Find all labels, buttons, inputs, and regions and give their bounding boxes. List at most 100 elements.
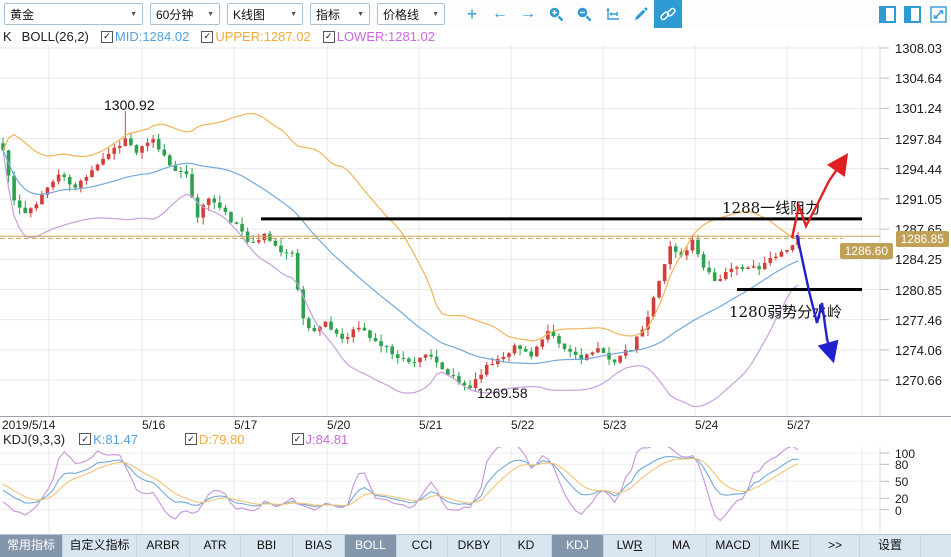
candle-body — [740, 267, 745, 270]
kdj-chart-area[interactable]: 100 80 50 20 0 — [0, 447, 951, 534]
checkbox-kdj-1[interactable]: ✓ — [184, 433, 197, 445]
candle-body — [451, 374, 456, 377]
candle-body — [518, 345, 522, 349]
dropdown-period[interactable]: 60分钟 ▼ — [150, 3, 220, 25]
tab-BBI[interactable]: BBI — [241, 535, 293, 557]
candle-body — [479, 374, 483, 380]
boll-header-row: K BOLL(26,2) ✓ MID:1284.02 ✓ UPPER:1287.02 ✓… — [0, 28, 951, 45]
date-axis-label: 5/27 — [787, 418, 811, 432]
checkbox-boll-2[interactable]: ✓ — [322, 30, 335, 43]
candle-body — [418, 357, 422, 363]
candle-body — [746, 267, 750, 270]
tab-BOLL[interactable]: BOLL — [345, 535, 397, 557]
dropdown-indicator[interactable]: 指标 ▼ — [310, 3, 370, 25]
candle-body — [646, 316, 650, 330]
dropdown-chart-type[interactable]: K线图 ▼ — [227, 3, 303, 25]
candle-body — [129, 138, 133, 146]
toolbar-icon-group: + ← → — [458, 0, 682, 28]
price-axis-label: 1291.05 — [895, 191, 942, 207]
link-icon[interactable] — [654, 0, 682, 28]
boll-lower-line — [2, 150, 799, 408]
candle-body — [323, 321, 328, 327]
tab-KDJ[interactable]: KDJ — [552, 535, 604, 557]
kdj-value-label: K:81.47 — [93, 431, 138, 447]
kdj-value-label: D:79.80 — [198, 431, 245, 447]
tab-ARBR[interactable]: ARBR — [137, 535, 190, 557]
candle-body — [290, 252, 294, 254]
candle-body — [190, 174, 194, 198]
candle-body — [117, 145, 122, 148]
candle-body — [173, 165, 178, 171]
layout-panel-1-icon[interactable] — [879, 5, 896, 23]
candle-body — [23, 207, 28, 214]
kdj-axis-label: 100 — [895, 447, 916, 461]
zoom-in-icon[interactable] — [542, 0, 570, 28]
zoom-out-icon[interactable] — [570, 0, 598, 28]
arrow-right-icon[interactable]: → — [520, 5, 536, 22]
pencil-icon[interactable] — [626, 0, 654, 28]
candle-body — [273, 240, 278, 246]
resistance-label: 1288一线阻力 — [722, 199, 820, 217]
tab-MA[interactable]: MA — [656, 535, 707, 557]
tab-DKBY[interactable]: DKBY — [448, 535, 501, 557]
boll-value-label: UPPER:1287.02 — [215, 29, 311, 44]
candle-body — [334, 329, 339, 334]
boll-mid-line — [2, 150, 799, 365]
candle-body — [379, 341, 383, 347]
crosshair-icon[interactable]: + — [466, 3, 478, 24]
fullscreen-icon[interactable] — [929, 5, 947, 23]
candle-body — [101, 158, 105, 165]
tab-LWR[interactable]: LWR — [604, 535, 656, 557]
kdj-chart-canvas — [0, 447, 889, 534]
candle-body — [590, 352, 595, 355]
checkbox-kdj-0[interactable]: ✓ — [79, 433, 92, 445]
candle-body — [762, 262, 767, 270]
candle-body — [251, 241, 255, 243]
dropdown-selected-value: 价格线 — [383, 7, 420, 22]
candle-body — [351, 329, 356, 338]
chevron-down-icon: ▼ — [207, 10, 214, 18]
tab-常用指标[interactable]: 常用指标 — [0, 535, 63, 557]
tab-自定义指标[interactable]: 自定义指标 — [63, 535, 137, 557]
boll-value-label: MID:1284.02 — [114, 29, 190, 44]
tab-MACD[interactable]: MACD — [707, 535, 760, 557]
tab-MIKE[interactable]: MIKE — [760, 535, 811, 557]
dropdown-price-line[interactable]: 价格线 ▼ — [377, 3, 445, 25]
candle-body — [95, 164, 100, 171]
axis-scale-icon[interactable] — [598, 0, 626, 28]
candle-body — [201, 204, 205, 218]
main-chart-area[interactable]: 1300.92 1269.58 1288一线阻力 1280弱势分水岭 1308.03 1… — [0, 41, 951, 416]
candle-body — [429, 354, 433, 357]
candle-body — [673, 246, 678, 252]
kdj-gridlines — [0, 447, 889, 534]
layout-panel-2-icon[interactable] — [904, 5, 921, 23]
candle-body — [218, 202, 222, 208]
checkbox-kdj-2[interactable]: ✓ — [291, 433, 304, 445]
candle-body — [362, 327, 367, 331]
price-line-tag: 1286.60 — [839, 243, 893, 259]
candle-body — [484, 364, 489, 375]
arrow-left-icon[interactable]: ← — [492, 5, 508, 22]
checkbox-boll-1[interactable]: ✓ — [201, 30, 214, 43]
dropdown-symbol[interactable]: 黄金 ▼ — [4, 3, 143, 25]
tab-KD[interactable]: KD — [501, 535, 552, 557]
candle-body — [284, 252, 289, 254]
candle-body — [145, 142, 150, 147]
bearish-arrow — [795, 234, 839, 364]
tab-CCI[interactable]: CCI — [397, 535, 448, 557]
tab-设置[interactable]: 设置 — [860, 535, 921, 557]
checkbox-boll-0[interactable]: ✓ — [100, 30, 113, 43]
candle-body — [751, 266, 756, 268]
boll-indicator-name: BOLL(26,2) — [21, 29, 89, 44]
candle-body — [496, 358, 500, 365]
price-axis-label: 1294.44 — [895, 161, 942, 177]
tab-ATR[interactable]: ATR — [190, 535, 241, 557]
tab->>[interactable]: >> — [811, 535, 860, 557]
candle-body — [701, 254, 706, 268]
candle-body — [212, 198, 217, 203]
candle-body — [401, 358, 406, 360]
candle-body — [657, 281, 661, 298]
date-axis-label: 5/21 — [419, 418, 443, 432]
tab-BIAS[interactable]: BIAS — [293, 535, 345, 557]
